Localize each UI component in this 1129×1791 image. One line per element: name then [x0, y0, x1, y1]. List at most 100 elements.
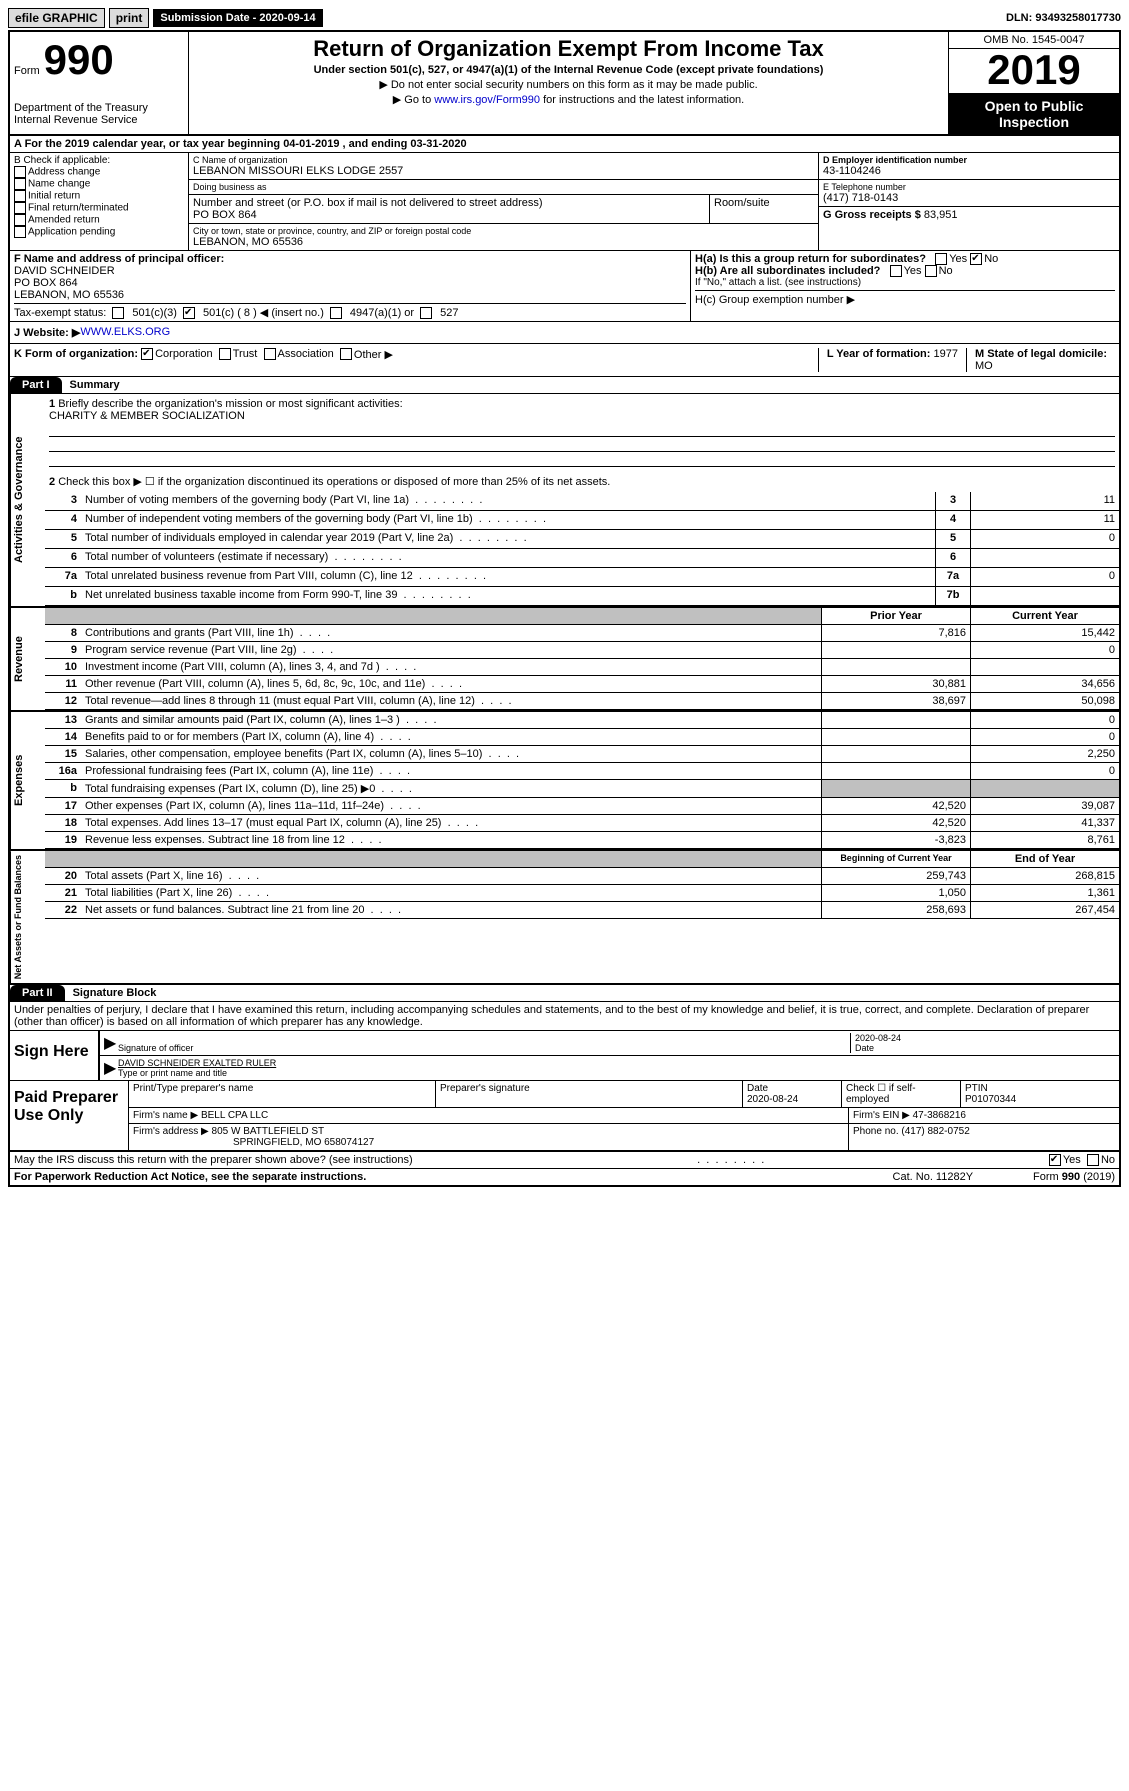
- website-link[interactable]: WWW.ELKS.ORG: [80, 326, 170, 339]
- form-word: Form: [14, 65, 40, 77]
- addr-value: PO BOX 864: [193, 209, 705, 221]
- ein-value: 43-1104246: [823, 165, 1115, 177]
- summary-line: 6Total number of volunteers (estimate if…: [45, 549, 1119, 568]
- summary-line: 3Number of voting members of the governi…: [45, 492, 1119, 511]
- paid-preparer-label: Paid Preparer Use Only: [10, 1081, 129, 1150]
- phone-label: E Telephone number: [823, 182, 1115, 192]
- 501c-check[interactable]: [183, 307, 195, 319]
- form-number: 990: [44, 36, 114, 84]
- summary-line: bNet unrelated business taxable income f…: [45, 587, 1119, 606]
- tax-year-line: A For the 2019 calendar year, or tax yea…: [10, 136, 1119, 153]
- trust-check[interactable]: [219, 348, 231, 360]
- row-f-h: F Name and address of principal officer:…: [10, 251, 1119, 322]
- paid-preparer-section: Paid Preparer Use Only Print/Type prepar…: [10, 1081, 1119, 1152]
- current-year-head: Current Year: [970, 608, 1119, 624]
- summary-line: 5Total number of individuals employed in…: [45, 530, 1119, 549]
- line1: 1 Briefly describe the organization's mi…: [45, 394, 1119, 471]
- name-change-check[interactable]: Name change: [14, 178, 184, 190]
- website-row: J Website: ▶ WWW.ELKS.ORG: [10, 322, 1119, 344]
- app-pending-check[interactable]: Application pending: [14, 226, 184, 238]
- kform-label: K Form of organization:: [14, 348, 138, 372]
- summary-line: 21Total liabilities (Part X, line 26) . …: [45, 885, 1119, 902]
- firm-addr: Firm's address ▶ 805 W BATTLEFIELD STSPR…: [129, 1124, 849, 1150]
- line2-desc: Check this box ▶ ☐ if the organization d…: [58, 476, 610, 488]
- sig-officer-field[interactable]: Signature of officer: [118, 1033, 850, 1053]
- activities-side-label: Activities & Governance: [10, 394, 45, 606]
- amended-check[interactable]: Amended return: [14, 214, 184, 226]
- assoc-check[interactable]: [264, 348, 276, 360]
- org-name: LEBANON MISSOURI ELKS LODGE 2557: [193, 165, 814, 177]
- summary-line: 12Total revenue—add lines 8 through 11 (…: [45, 693, 1119, 710]
- year-formation: L Year of formation: 1977: [818, 348, 966, 372]
- part2-tab: Part II: [10, 985, 65, 1001]
- addr-change-check[interactable]: Address change: [14, 166, 184, 178]
- summary-line: 19Revenue less expenses. Subtract line 1…: [45, 832, 1119, 849]
- 501c3-check[interactable]: [112, 307, 124, 319]
- revenue-side-label: Revenue: [10, 608, 45, 710]
- efile-label: efile GRAPHIC: [8, 8, 105, 28]
- revenue-header-row: Prior Year Current Year: [45, 608, 1119, 625]
- summary-line: 7aTotal unrelated business revenue from …: [45, 568, 1119, 587]
- phone-value: (417) 718-0143: [823, 192, 1115, 204]
- summary-line: bTotal fundraising expenses (Part IX, co…: [45, 780, 1119, 798]
- form-title: Return of Organization Exempt From Incom…: [193, 36, 944, 62]
- officer-addr2: LEBANON, MO 65536: [14, 289, 686, 301]
- ptin-cell: PTINP01070344: [961, 1081, 1119, 1107]
- summary-line: 8Contributions and grants (Part VIII, li…: [45, 625, 1119, 642]
- netassets-header-row: Beginning of Current Year End of Year: [45, 851, 1119, 868]
- 4947-check[interactable]: [330, 307, 342, 319]
- part2-title: Signature Block: [73, 987, 157, 999]
- 527-check[interactable]: [420, 307, 432, 319]
- begin-year-head: Beginning of Current Year: [821, 851, 970, 867]
- addr-label: Number and street (or P.O. box if mail i…: [193, 197, 705, 209]
- column-c: C Name of organization LEBANON MISSOURI …: [189, 153, 818, 250]
- summary-line: 13Grants and similar amounts paid (Part …: [45, 712, 1119, 729]
- discuss-no-check[interactable]: [1087, 1154, 1099, 1166]
- status-label: Tax-exempt status:: [14, 307, 106, 319]
- other-check[interactable]: [340, 348, 352, 360]
- department-label: Department of the Treasury Internal Reve…: [14, 102, 184, 126]
- print-button[interactable]: print: [109, 8, 150, 28]
- corp-check[interactable]: [141, 348, 153, 360]
- part1-title: Summary: [70, 379, 120, 391]
- form-code: Form 990 (2019): [1033, 1171, 1115, 1183]
- instructions-link[interactable]: www.irs.gov/Form990: [434, 94, 540, 106]
- revenue-section: Revenue Prior Year Current Year 8Contrib…: [10, 608, 1119, 712]
- room-label: Room/suite: [714, 197, 814, 209]
- paperwork-notice: For Paperwork Reduction Act Notice, see …: [14, 1171, 366, 1183]
- ha-line: H(a) Is this a group return for subordin…: [695, 253, 1115, 265]
- cat-no: Cat. No. 11282Y: [893, 1171, 974, 1183]
- discuss-yes-check[interactable]: [1049, 1154, 1061, 1166]
- perjury-text: Under penalties of perjury, I declare th…: [10, 1002, 1119, 1031]
- sig-date: 2020-08-24Date: [850, 1033, 1115, 1053]
- activities-section: Activities & Governance 1 Briefly descri…: [10, 394, 1119, 608]
- summary-line: 18Total expenses. Add lines 13–17 (must …: [45, 815, 1119, 832]
- org-name-label: C Name of organization: [193, 155, 814, 165]
- gross-label: G Gross receipts $: [823, 209, 924, 221]
- summary-line: 22Net assets or fund balances. Subtract …: [45, 902, 1119, 919]
- col-b-title: B Check if applicable:: [14, 155, 184, 166]
- tax-year: 2019: [949, 49, 1119, 94]
- summary-line: 11Other revenue (Part VIII, column (A), …: [45, 676, 1119, 693]
- hb-line: H(b) Are all subordinates included? Yes …: [695, 265, 1115, 277]
- open-public-badge: Open to Public Inspection: [949, 94, 1119, 134]
- firm-ein: Firm's EIN ▶ 47-3868216: [849, 1108, 1119, 1123]
- discuss-text: May the IRS discuss this return with the…: [14, 1154, 413, 1166]
- final-return-check[interactable]: Final return/terminated: [14, 202, 184, 214]
- prior-year-head: Prior Year: [821, 608, 970, 624]
- form-container: Form 990 Department of the Treasury Inte…: [8, 30, 1121, 1187]
- sign-here-label: Sign Here: [10, 1031, 100, 1080]
- summary-line: 9Program service revenue (Part VIII, lin…: [45, 642, 1119, 659]
- identity-grid: B Check if applicable: Address change Na…: [10, 153, 1119, 251]
- city-value: LEBANON, MO 65536: [193, 236, 814, 248]
- summary-line: 17Other expenses (Part IX, column (A), l…: [45, 798, 1119, 815]
- self-employed-check[interactable]: Check ☐ if self-employed: [842, 1081, 961, 1107]
- kform-row: K Form of organization: Corporation Trus…: [10, 344, 1119, 377]
- firm-phone: Phone no. (417) 882-0752: [849, 1124, 1119, 1150]
- summary-line: 15Salaries, other compensation, employee…: [45, 746, 1119, 763]
- netassets-section: Net Assets or Fund Balances Beginning of…: [10, 851, 1119, 985]
- hc-line: H(c) Group exemption number ▶: [695, 290, 1115, 306]
- mission-text: CHARITY & MEMBER SOCIALIZATION: [49, 410, 245, 422]
- initial-return-check[interactable]: Initial return: [14, 190, 184, 202]
- state-domicile: M State of legal domicile:MO: [966, 348, 1115, 372]
